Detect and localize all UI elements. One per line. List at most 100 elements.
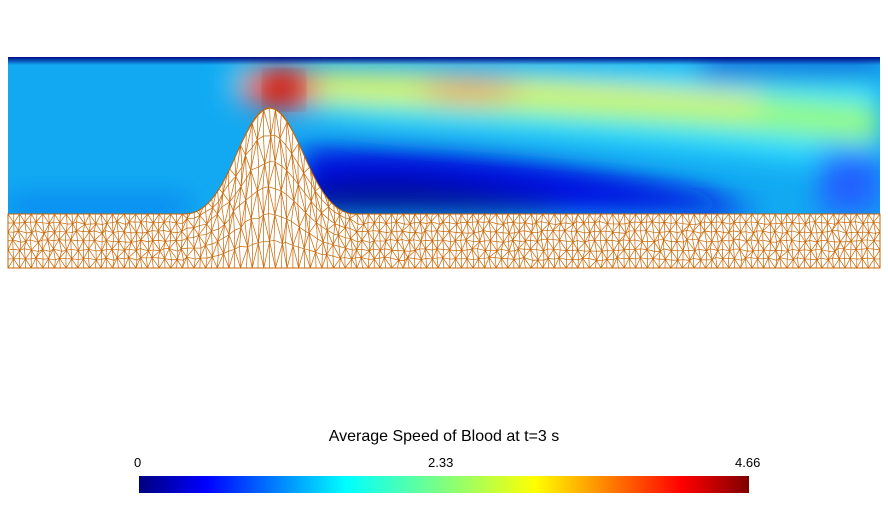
mesh-edge [513,222,515,233]
mesh-edge [424,230,427,241]
mesh-edge [152,231,159,241]
mesh-edge [89,239,95,242]
mesh-edge [733,232,742,241]
mesh-edge [13,213,20,224]
mesh-edge [566,241,574,251]
mesh-edge [467,248,473,251]
mesh-edge [872,248,875,259]
mesh-edge [828,251,836,260]
mesh-edge [566,240,574,243]
mesh-edge [361,239,370,243]
mesh-edge [308,222,317,234]
mesh-edge [535,222,539,233]
mesh-edge [808,221,812,234]
mesh-edge [116,221,119,232]
mesh-edge [123,231,126,243]
mesh-edge [425,240,433,250]
mesh-edge [95,213,102,224]
mesh-edge [618,239,624,242]
mesh-edge [861,248,867,250]
mesh-edge [817,239,822,243]
mesh-edge [461,250,468,259]
mesh-edge [410,222,415,225]
mesh-edge [285,122,288,146]
mesh-edge [78,258,84,260]
mesh-edge [733,230,741,233]
mesh-edge [250,147,253,171]
mesh-edge [147,222,154,233]
mesh-edge [105,249,113,259]
mesh-edge [629,222,636,232]
mesh-edge [158,257,165,260]
mesh-edge [53,222,55,233]
mesh-edge [8,213,15,224]
mesh-edge [53,248,62,252]
mesh-edge [496,213,504,225]
mesh-edge [360,249,363,258]
mesh-edge [234,227,242,250]
mesh-edge [235,186,242,195]
mesh-edge [432,248,438,260]
mesh-edge [66,231,73,233]
mesh-edge [308,216,311,233]
mesh-edge [24,213,32,223]
mesh-edge [856,258,863,260]
mesh-edge [704,230,707,243]
mesh-edge [176,251,179,260]
mesh-edge [814,213,817,222]
mesh-edge [466,248,473,259]
mesh-edge [41,233,45,241]
mesh-edge [291,221,294,246]
mesh-edge [804,249,811,251]
mesh-edge [745,258,747,268]
mesh-edge [235,166,243,177]
mesh-edge [356,249,362,258]
mesh-edge [222,184,229,194]
mesh-edge [693,213,696,225]
mesh-edge [70,249,73,259]
mesh-edge [477,221,484,231]
mesh-edge [786,232,788,241]
mesh-edge [518,231,526,242]
mesh-edge [537,230,543,242]
mesh-edge [70,239,78,242]
mesh-edge [715,257,718,268]
mesh-edge [293,177,299,185]
mesh-edge [698,239,707,243]
mesh-edge [695,223,701,225]
mesh-edge [35,249,43,259]
mesh-edge [404,250,408,258]
mesh-edge [507,251,510,259]
mesh-edge [471,222,475,233]
mesh-edge [170,213,177,224]
mesh-edge [198,234,207,236]
mesh-edge [250,170,253,196]
mesh-edge [310,190,316,202]
mesh-edge [530,249,539,261]
mesh-edge [430,213,433,222]
mesh-edge [30,222,33,233]
mesh-edge [810,250,818,261]
mesh-edge [186,256,196,260]
mesh-edge [787,230,792,233]
mesh-edge [612,231,620,234]
mesh-edge [709,241,713,249]
mesh-edge [560,223,565,231]
mesh-edge [211,256,213,268]
mesh-edge [663,239,672,243]
mesh-edge [316,207,322,214]
mesh-edge [804,213,806,225]
mesh-edge [646,249,654,259]
mesh-edge [619,213,625,225]
mesh-edge [810,242,818,251]
mesh-edge [867,239,875,242]
mesh-edge [258,214,264,219]
mesh-edge [739,222,742,233]
mesh-edge [497,223,504,225]
mesh-edge [523,230,526,242]
mesh-edge [607,213,613,224]
mesh-edge [286,122,293,154]
mesh-edge [558,223,561,231]
mesh-edge [601,250,608,260]
mesh-edge [373,240,381,251]
